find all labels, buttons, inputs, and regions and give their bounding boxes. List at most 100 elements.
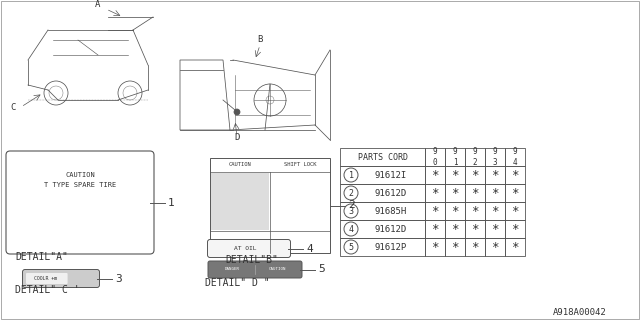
Text: *: * (451, 241, 459, 253)
Text: CAUTION: CAUTION (269, 268, 286, 271)
Bar (465, 184, 485, 202)
Text: *: * (451, 204, 459, 218)
Bar (485, 202, 505, 220)
Text: *: * (431, 222, 439, 236)
Bar (340, 166, 425, 184)
FancyBboxPatch shape (207, 239, 291, 258)
Text: *: * (511, 204, 519, 218)
Bar (425, 238, 445, 256)
Circle shape (234, 109, 240, 115)
Bar (425, 184, 445, 202)
Text: *: * (451, 169, 459, 181)
Text: 91612D: 91612D (374, 225, 406, 234)
Bar (425, 220, 445, 238)
Text: *: * (451, 187, 459, 199)
Bar (340, 148, 425, 166)
Text: *: * (492, 187, 499, 199)
Bar (505, 148, 525, 166)
Text: D: D (234, 133, 240, 142)
FancyBboxPatch shape (208, 261, 302, 278)
Text: *: * (492, 241, 499, 253)
Bar (210, 158, 330, 253)
FancyBboxPatch shape (22, 269, 99, 287)
Text: *: * (471, 169, 479, 181)
Text: CAUTION: CAUTION (65, 172, 95, 178)
Text: *: * (451, 222, 459, 236)
Bar (485, 148, 505, 166)
Text: 91612D: 91612D (374, 188, 406, 197)
Text: *: * (492, 222, 499, 236)
Bar (465, 202, 485, 220)
Bar (505, 166, 525, 184)
Bar (425, 166, 445, 184)
Bar (485, 238, 505, 256)
Text: *: * (431, 241, 439, 253)
Text: 5: 5 (349, 243, 353, 252)
Text: B: B (257, 35, 262, 44)
Text: COOLR +m: COOLR +m (34, 276, 57, 281)
Text: AT OIL: AT OIL (234, 246, 257, 251)
Bar (465, 166, 485, 184)
Bar (425, 148, 445, 166)
Bar (485, 184, 505, 202)
Text: DETAIL"B": DETAIL"B" (225, 255, 278, 265)
Text: CAUTION: CAUTION (228, 163, 252, 167)
Text: *: * (431, 204, 439, 218)
Bar (445, 166, 465, 184)
Text: *: * (492, 169, 499, 181)
Bar (445, 220, 465, 238)
Text: 5: 5 (318, 265, 324, 275)
Text: DETAIL" D ": DETAIL" D " (205, 278, 269, 288)
Text: *: * (471, 241, 479, 253)
Bar (340, 202, 425, 220)
Text: 2: 2 (349, 188, 353, 197)
Text: SHIFT LOCK: SHIFT LOCK (284, 163, 316, 167)
Bar (445, 238, 465, 256)
Text: A: A (95, 0, 100, 9)
Bar (445, 148, 465, 166)
Bar (211, 173, 269, 230)
Text: 9
4: 9 4 (513, 147, 517, 167)
Text: *: * (511, 241, 519, 253)
Bar (485, 220, 505, 238)
Text: 4: 4 (349, 225, 353, 234)
Text: *: * (492, 204, 499, 218)
Text: *: * (471, 222, 479, 236)
Text: 91612I: 91612I (374, 171, 406, 180)
Text: 3: 3 (115, 274, 122, 284)
Text: DETAIL"A": DETAIL"A" (15, 252, 68, 262)
Text: *: * (431, 169, 439, 181)
Text: 3: 3 (349, 206, 353, 215)
Text: 9
1: 9 1 (452, 147, 458, 167)
Bar (445, 184, 465, 202)
Text: *: * (511, 187, 519, 199)
Text: A918A00042: A918A00042 (553, 308, 607, 317)
Text: DETAIL" C ': DETAIL" C ' (15, 285, 79, 295)
Bar (465, 220, 485, 238)
Bar (505, 238, 525, 256)
Bar (505, 220, 525, 238)
Text: DANGER: DANGER (225, 268, 240, 271)
Bar (340, 220, 425, 238)
Bar (425, 202, 445, 220)
Text: 91612P: 91612P (374, 243, 406, 252)
Text: PARTS CORD: PARTS CORD (358, 153, 408, 162)
Bar (445, 202, 465, 220)
Text: C: C (10, 103, 16, 112)
Bar (505, 202, 525, 220)
Text: *: * (511, 169, 519, 181)
Bar (465, 148, 485, 166)
Text: 1: 1 (349, 171, 353, 180)
Bar (465, 238, 485, 256)
Bar (340, 238, 425, 256)
Bar (505, 184, 525, 202)
Text: *: * (431, 187, 439, 199)
Text: T TYPE SPARE TIRE: T TYPE SPARE TIRE (44, 182, 116, 188)
FancyBboxPatch shape (26, 273, 68, 284)
Text: 2: 2 (348, 201, 355, 211)
Text: 4: 4 (306, 244, 313, 253)
Text: 9
3: 9 3 (493, 147, 497, 167)
Text: *: * (471, 187, 479, 199)
Text: *: * (471, 204, 479, 218)
Text: 9
2: 9 2 (473, 147, 477, 167)
